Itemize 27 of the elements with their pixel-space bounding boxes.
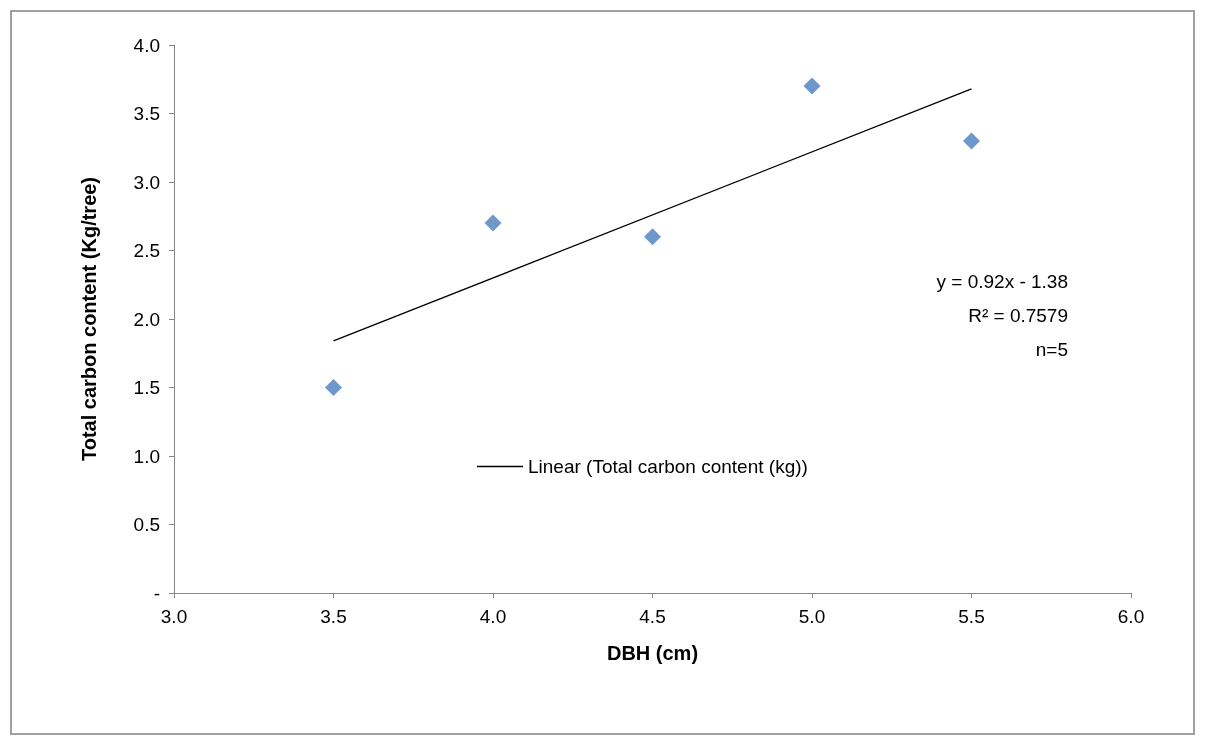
annotation: n=5 (1035, 339, 1068, 360)
x-tick-label: 4.5 (639, 606, 666, 627)
y-tick-label: 3.5 (133, 103, 160, 124)
point (484, 214, 502, 232)
y-tick-label: 1.5 (133, 377, 160, 398)
annotation: y = 0.92x - 1.38 (936, 271, 1068, 292)
x-tick-label: 5.5 (958, 606, 985, 627)
point (803, 77, 821, 95)
point (644, 228, 661, 246)
point (325, 379, 342, 396)
legend-label: Linear (Total carbon content (kg)) (528, 456, 808, 477)
point (963, 132, 980, 150)
y-tick-label: 2.0 (133, 308, 160, 330)
y-tick-label: - (153, 582, 160, 604)
annotation: R² = 0.7579 (968, 305, 1069, 326)
x-axis-title: DBH (cm) (606, 642, 699, 664)
y-tick-label: 2.5 (133, 240, 160, 261)
y-tick-label: 1.0 (133, 445, 160, 467)
x-tick-label: 5.0 (798, 606, 826, 627)
y-tick-label: 0.5 (133, 514, 160, 535)
y-tick-label: 3.0 (133, 171, 160, 193)
y-axis-title: Total carbon content (Kg/tree) (78, 176, 100, 462)
y-tick-label: 4.0 (133, 34, 160, 56)
x-tick-label: 4.0 (479, 606, 507, 627)
x-tick-label: 3.5 (320, 606, 347, 627)
x-tick-label: 3.0 (160, 606, 188, 627)
x-tick-label: 6.0 (1117, 606, 1145, 627)
